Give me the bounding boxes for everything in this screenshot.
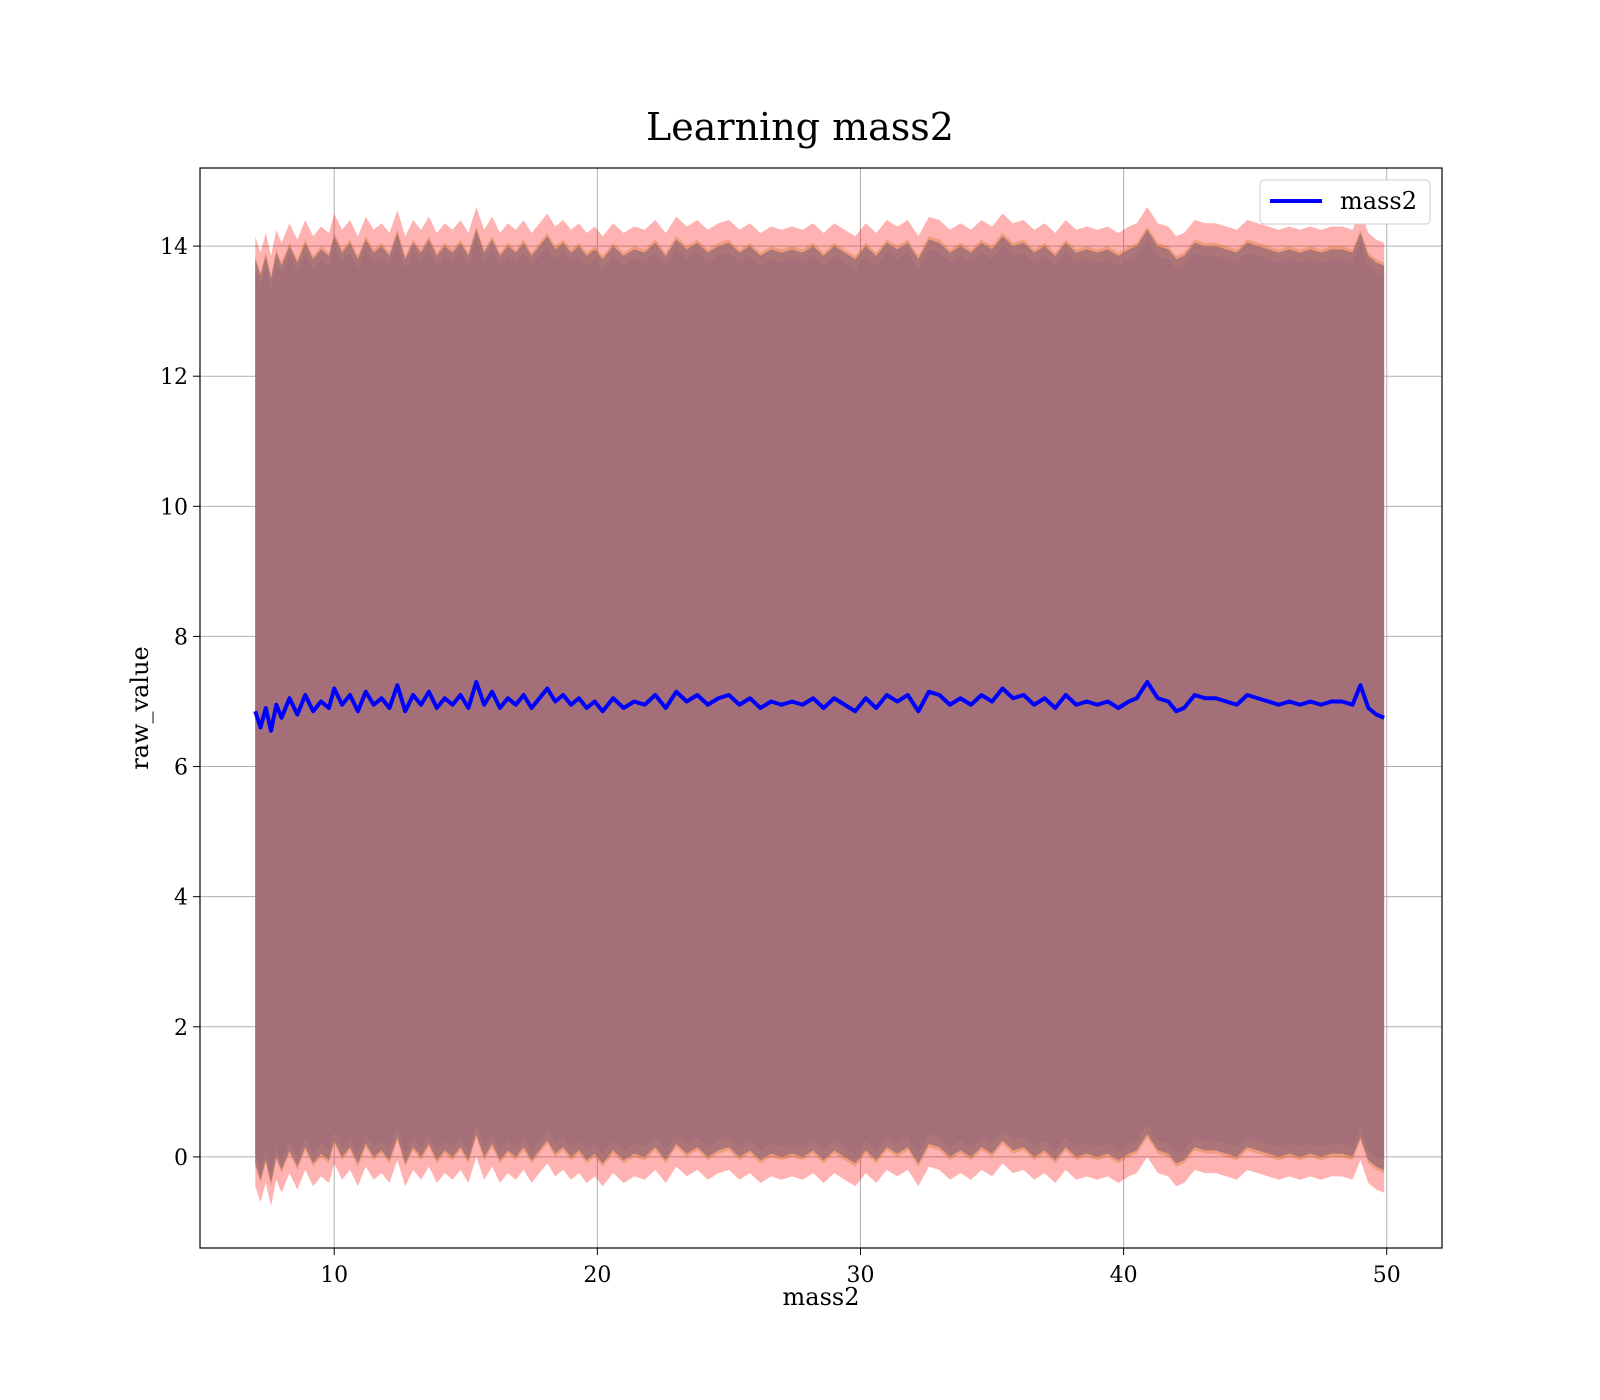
y-tick-label: 14 <box>160 235 188 260</box>
plot-frame <box>199 167 1443 1249</box>
chart-title: Learning mass2 <box>646 105 954 149</box>
y-tick-label: 10 <box>160 495 188 520</box>
x-axis-ticks: 10 20 30 40 50 <box>320 1248 1401 1288</box>
series-lines <box>253 679 1385 733</box>
x-tick-label: 40 <box>1110 1263 1138 1288</box>
x-tick-label: 20 <box>583 1263 611 1288</box>
y-axis-ticks: 0 2 4 6 8 10 12 14 <box>160 235 200 1171</box>
x-tick-label: 10 <box>320 1263 348 1288</box>
legend-box <box>1259 179 1431 225</box>
y-tick-label: 6 <box>174 756 188 781</box>
x-tick-label: 30 <box>846 1263 874 1288</box>
y-tick-label: 2 <box>174 1016 188 1041</box>
y-axis-label: raw_value <box>126 646 154 770</box>
y-tick-label: 4 <box>174 886 188 911</box>
y-tick-label: 12 <box>160 365 188 390</box>
x-axis-label: mass2 <box>783 1283 860 1311</box>
y-tick-label: 0 <box>174 1146 188 1171</box>
x-tick-label: 50 <box>1373 1263 1401 1288</box>
legend: mass2 <box>1259 179 1431 225</box>
series-line-mass2 <box>253 679 1385 733</box>
y-tick-label: 8 <box>174 625 188 650</box>
legend-label-mass2: mass2 <box>1340 187 1417 215</box>
